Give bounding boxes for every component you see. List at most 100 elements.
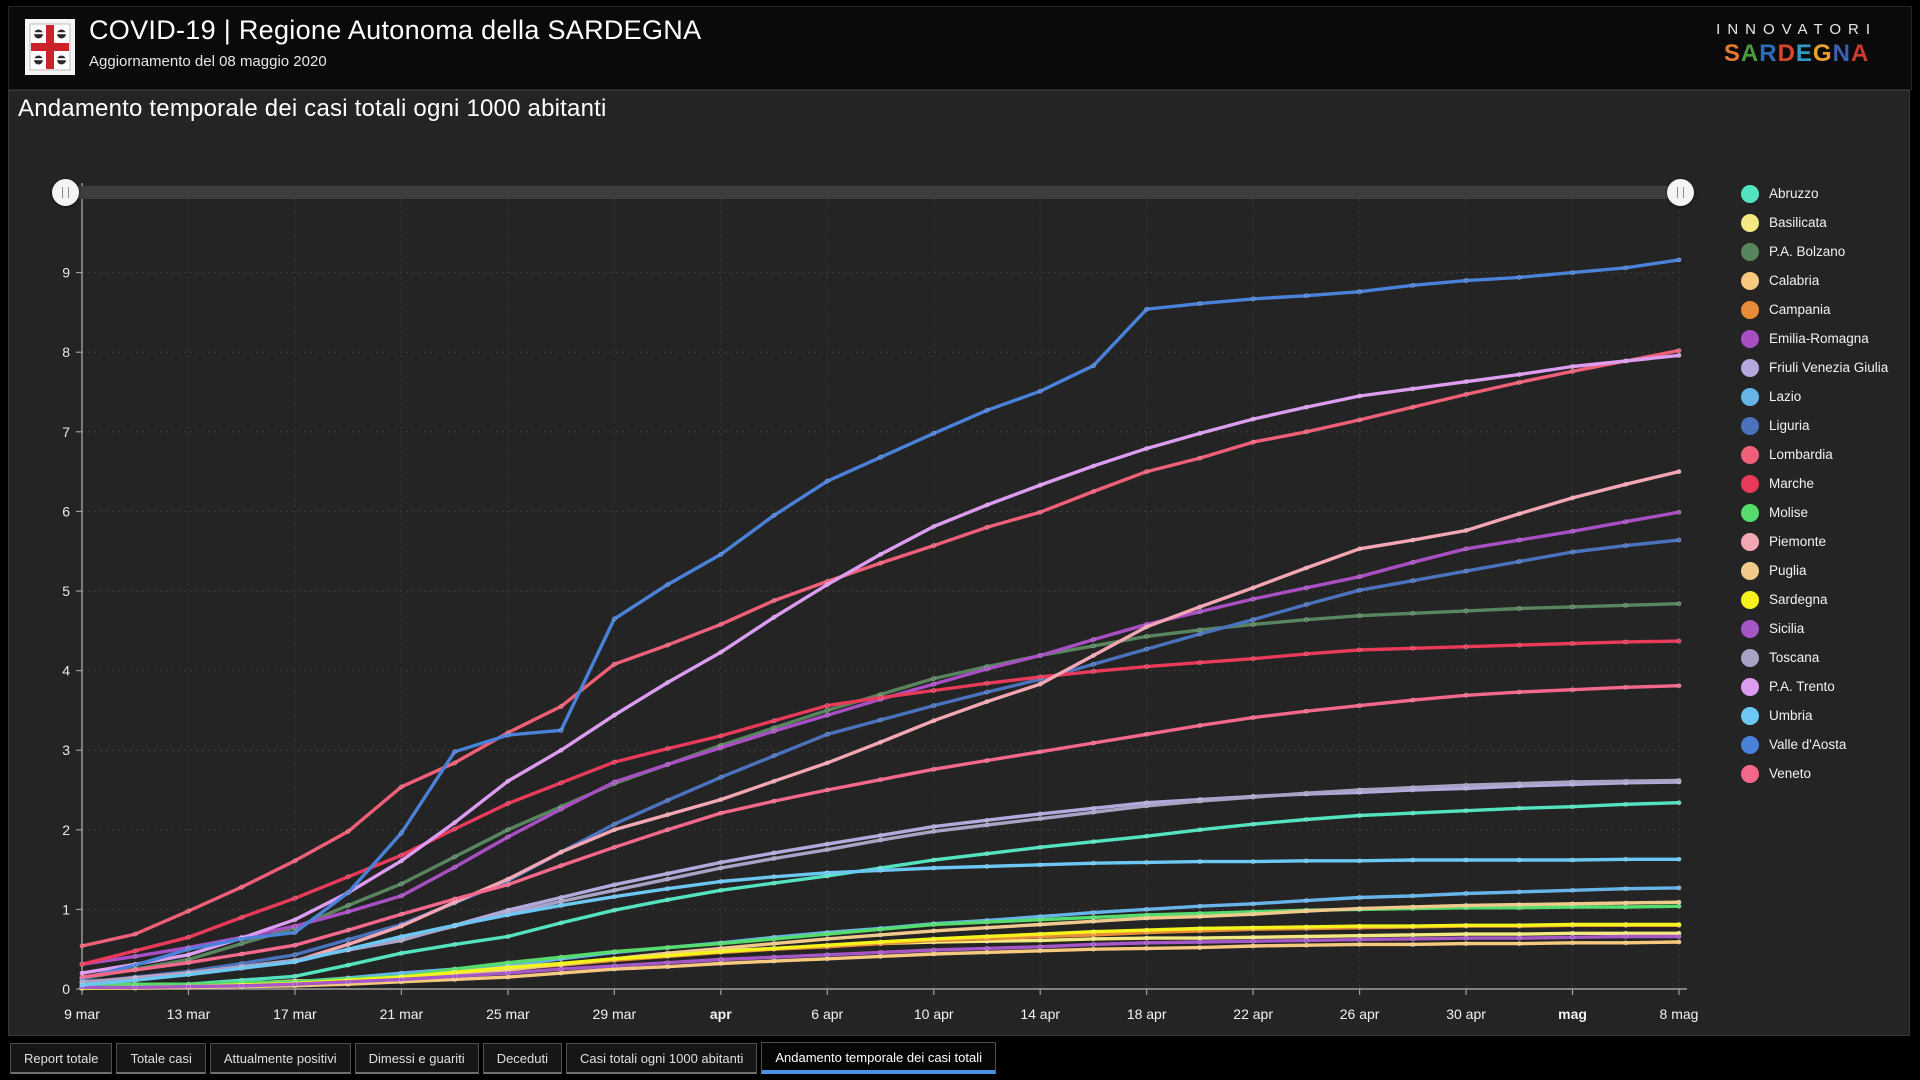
legend-item-molise[interactable]: Molise — [1741, 504, 1913, 522]
x-tick-label: 6 apr — [811, 1006, 843, 1022]
data-point — [1357, 546, 1363, 552]
data-point — [132, 953, 138, 959]
data-point — [1037, 937, 1043, 943]
tab-report-totale[interactable]: Report totale — [10, 1043, 113, 1074]
x-tick-label: 21 mar — [380, 1006, 424, 1022]
data-point — [345, 962, 351, 968]
data-point — [1144, 646, 1150, 652]
data-point — [1250, 585, 1256, 591]
data-point — [1623, 519, 1629, 525]
legend-item-sardegna[interactable]: Sardegna — [1741, 591, 1913, 609]
legend-item-basilicata[interactable]: Basilicata — [1741, 214, 1913, 232]
data-point — [1357, 417, 1363, 423]
data-point — [558, 898, 564, 904]
data-point — [1357, 894, 1363, 900]
data-point — [931, 681, 937, 687]
data-point — [1676, 469, 1682, 475]
data-point — [1037, 482, 1043, 488]
legend-label: Lombardia — [1769, 447, 1833, 462]
time-slider-track[interactable] — [65, 186, 1681, 199]
legend-label: Liguria — [1769, 418, 1810, 433]
data-point — [1463, 278, 1469, 284]
header-titles: COVID-19 | Regione Autonoma della SARDEG… — [89, 15, 701, 70]
data-point — [1463, 902, 1469, 908]
series-line-umbria[interactable] — [80, 857, 1681, 987]
data-point — [345, 927, 351, 933]
legend-item-marche[interactable]: Marche — [1741, 475, 1913, 493]
data-point — [1144, 731, 1150, 737]
chart-panel: Andamento temporale dei casi totali ogni… — [8, 90, 1910, 1036]
data-point — [1463, 935, 1469, 941]
legend-color-dot — [1741, 562, 1759, 580]
tab-deceduti[interactable]: Deceduti — [482, 1043, 562, 1074]
data-point — [558, 961, 564, 967]
time-slider-handle-left[interactable] — [52, 179, 79, 206]
tab-andamento-temporale-dei-casi-totali[interactable]: Andamento temporale dei casi totali — [761, 1042, 997, 1074]
legend-item-calabria[interactable]: Calabria — [1741, 272, 1913, 290]
legend-color-dot — [1741, 765, 1759, 783]
tab-attualmente-positivi[interactable]: Attualmente positivi — [209, 1043, 351, 1074]
data-point — [611, 844, 617, 850]
legend-item-umbria[interactable]: Umbria — [1741, 707, 1913, 725]
data-point — [771, 945, 777, 951]
legend-label: Umbria — [1769, 708, 1813, 723]
data-point — [1410, 578, 1416, 584]
data-point — [984, 863, 990, 869]
data-point — [1357, 787, 1363, 793]
legend-item-lazio[interactable]: Lazio — [1741, 388, 1913, 406]
data-point — [1037, 388, 1043, 394]
data-point — [1303, 790, 1309, 796]
data-point — [292, 942, 298, 948]
data-point — [878, 949, 884, 955]
data-point — [878, 777, 884, 783]
data-point — [824, 931, 830, 937]
data-point — [984, 945, 990, 951]
legend-item-piemonte[interactable]: Piemonte — [1741, 533, 1913, 551]
legend-item-toscana[interactable]: Toscana — [1741, 649, 1913, 667]
data-point — [824, 478, 830, 484]
legend-item-lombardia[interactable]: Lombardia — [1741, 446, 1913, 464]
data-point — [1250, 859, 1256, 865]
data-point — [1623, 900, 1629, 906]
legend-item-sicilia[interactable]: Sicilia — [1741, 620, 1913, 638]
legend-item-campania[interactable]: Campania — [1741, 301, 1913, 319]
series-line-p-a-bolzano[interactable] — [80, 602, 1681, 981]
data-point — [1463, 644, 1469, 650]
data-point — [1197, 723, 1203, 729]
time-slider-handle-right[interactable] — [1667, 179, 1694, 206]
legend-item-liguria[interactable]: Liguria — [1741, 417, 1913, 435]
data-point — [79, 961, 85, 967]
tab-casi-totali-ogni-1000-abitanti[interactable]: Casi totali ogni 1000 abitanti — [566, 1043, 758, 1074]
x-tick-label: 22 apr — [1233, 1006, 1273, 1022]
legend-item-emilia-romagna[interactable]: Emilia-Romagna — [1741, 330, 1913, 348]
data-point — [505, 876, 511, 882]
legend-item-valle-d-aosta[interactable]: Valle d'Aosta — [1741, 736, 1913, 754]
data-point — [718, 745, 724, 751]
data-point — [1570, 641, 1576, 647]
legend-item-friuli-venezia-giulia[interactable]: Friuli Venezia Giulia — [1741, 359, 1913, 377]
data-point — [878, 932, 884, 938]
legend-item-abruzzo[interactable]: Abruzzo — [1741, 185, 1913, 203]
x-tick-label: 10 apr — [914, 1006, 954, 1022]
tab-totale-casi[interactable]: Totale casi — [116, 1043, 206, 1074]
brand-letter: R — [1759, 40, 1778, 67]
data-point — [1250, 821, 1256, 827]
legend-item-p-a-trento[interactable]: P.A. Trento — [1741, 678, 1913, 696]
data-point — [558, 863, 564, 869]
legend-label: Lazio — [1769, 389, 1802, 404]
series-line-emilia-romagna[interactable] — [80, 510, 1681, 966]
data-point — [558, 920, 564, 926]
series-line-p-a-trento[interactable] — [80, 353, 1681, 975]
data-point — [398, 784, 404, 790]
data-point — [771, 753, 777, 759]
legend-item-puglia[interactable]: Puglia — [1741, 562, 1913, 580]
data-point — [452, 749, 458, 755]
data-point — [1144, 927, 1150, 933]
data-point — [79, 974, 85, 980]
data-point — [452, 854, 458, 860]
legend-item-veneto[interactable]: Veneto — [1741, 765, 1913, 783]
x-tick-label: apr — [710, 1006, 732, 1022]
data-point — [771, 614, 777, 620]
legend-item-p-a-bolzano[interactable]: P.A. Bolzano — [1741, 243, 1913, 261]
tab-dimessi-e-guariti[interactable]: Dimessi e guariti — [354, 1043, 479, 1074]
